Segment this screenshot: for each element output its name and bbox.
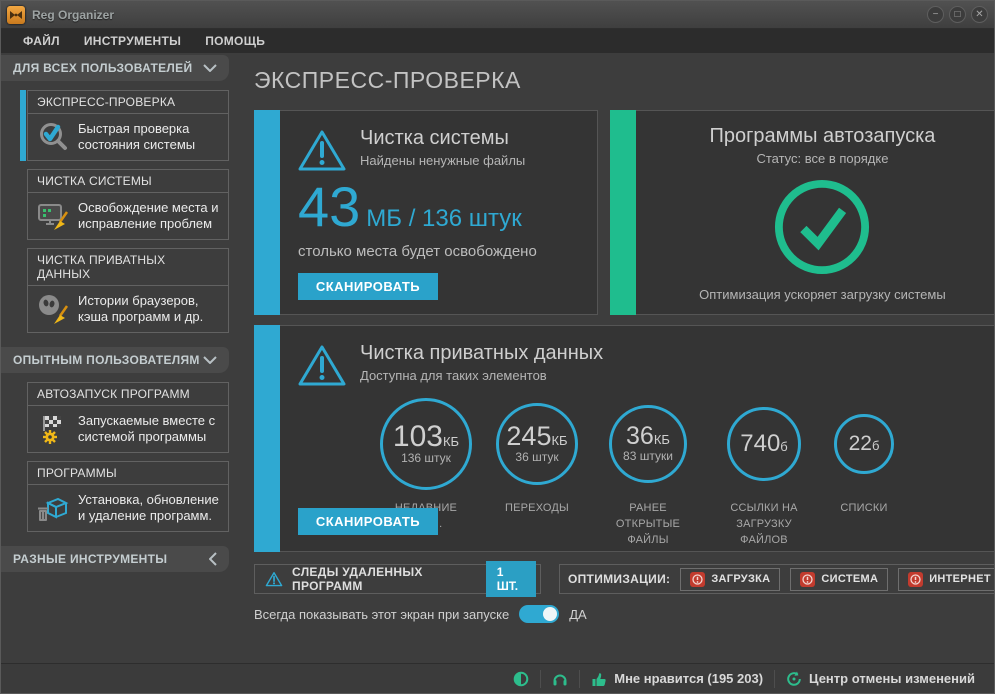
page-title: ЭКСПРЕСС-ПРОВЕРКА <box>254 67 521 93</box>
sidebar-item-title: ПРОГРАММЫ <box>28 462 228 485</box>
system-cleanup-title: Чистка системы <box>360 127 509 149</box>
sidebar-item-desc: Запускаемые вместе с системой программы <box>78 412 216 444</box>
close-button[interactable]: ✕ <box>971 6 988 23</box>
section-misc-tools-label: РАЗНЫЕ ИНСТРУМЕНТЫ <box>13 552 168 566</box>
like-label: Мне нравится (195 203) <box>614 671 764 686</box>
cyan-stripe <box>254 110 280 315</box>
flag-gear-icon <box>43 416 61 444</box>
warning-triangle-icon <box>298 130 346 171</box>
traces-label: СЛЕДЫ УДАЛЕННЫХ ПРОГРАММ <box>292 565 423 593</box>
warning-triangle-icon <box>298 345 346 386</box>
circle-label: ПЕРЕХОДЫ <box>505 502 569 514</box>
always-show-label: Всегда показывать этот экран при запуске <box>254 606 510 622</box>
circle-jumps[interactable]: 245КБ 36 штук ПЕРЕХОДЫ <box>496 396 578 517</box>
startup-note: Оптимизация ускоряет загрузку системы <box>699 287 946 302</box>
magnifier-check-icon <box>40 123 67 150</box>
optimizations-bar: ОПТИМИЗАЦИИ: ЗАГРУЗКА <box>559 564 994 594</box>
circle-label: СПИСКИ <box>840 502 888 514</box>
menu-file[interactable]: ФАЙЛ <box>23 34 60 48</box>
private-data-title: Чистка приватных данных <box>360 342 604 364</box>
optimization-boot-button[interactable]: ЗАГРУЗКА <box>680 567 781 591</box>
sidebar-item-title: АВТОЗАПУСК ПРОГРАММ <box>28 383 228 406</box>
circle-download-links[interactable]: 740б ССЫЛКИ НА ЗАГРУЗКУ ФАЙЛОВ <box>718 396 810 549</box>
circle-opened-files[interactable]: 36КБ 83 штуки РАНЕЕ ОТКРЫТЫЕ ФАЙЛЫ <box>602 396 694 549</box>
cleanup-size-detail: МБ / 136 штук <box>366 205 522 232</box>
thumbs-up-icon <box>592 672 606 686</box>
sidebar-item-title: ЭКСПРЕСС-ПРОВЕРКА <box>28 91 228 114</box>
scan-system-button[interactable]: СКАНИРОВАТЬ <box>298 273 438 300</box>
chevron-down-icon <box>203 356 217 364</box>
headphones-icon <box>553 674 567 685</box>
sidebar-item-title: ЧИСТКА СИСТЕМЫ <box>28 170 228 193</box>
support-button[interactable] <box>540 669 579 688</box>
private-data-subtitle: Доступна для таких элементов <box>360 368 547 383</box>
menu-bar: ФАЙЛ ИНСТРУМЕНТЫ ПОМОЩЬ <box>1 29 994 53</box>
status-bar: Мне нравится (195 203) Центр отмены изме… <box>1 663 994 693</box>
monitor-broom-icon <box>38 204 69 230</box>
sidebar-item-private-data[interactable]: ЧИСТКА ПРИВАТНЫХ ДАННЫХ Истории браузеро… <box>27 248 229 333</box>
cleanup-note: столько места будет освобождено <box>298 243 537 260</box>
like-button[interactable]: Мне нравится (195 203) <box>579 669 774 688</box>
maximize-button[interactable]: □ <box>949 6 966 23</box>
red-warning-icon <box>800 571 816 587</box>
mask-broom-icon <box>39 295 69 324</box>
sidebar-item-desc: Установка, обновление и удаление програм… <box>78 491 219 523</box>
always-show-toggle[interactable] <box>519 605 560 623</box>
sidebar-item-title: ЧИСТКА ПРИВАТНЫХ ДАННЫХ <box>28 249 228 286</box>
section-all-users[interactable]: ДЛЯ ВСЕХ ПОЛЬЗОВАТЕЛЕЙ <box>1 55 229 81</box>
undo-center-button[interactable]: Центр отмены изменений <box>774 669 986 688</box>
sidebar-item-desc: Истории браузеров, кэша программ и др. <box>78 292 204 324</box>
circle-label: ССЫЛКИ НА ЗАГРУЗКУ ФАЙЛОВ <box>730 502 798 546</box>
sidebar-item-system-cleanup[interactable]: ЧИСТКА СИСТЕМЫ Освобождение мес <box>27 169 229 240</box>
sidebar-item-programs[interactable]: ПРОГРАММЫ Установка, обновление и удален… <box>27 461 229 532</box>
system-cleanup-card: Чистка системы Найдены ненужные файлы 43… <box>254 110 598 315</box>
theme-contrast-button[interactable] <box>502 670 540 688</box>
section-misc-tools[interactable]: РАЗНЫЕ ИНСТРУМЕНТЫ <box>1 546 229 572</box>
removed-programs-traces[interactable]: СЛЕДЫ УДАЛЕННЫХ ПРОГРАММ 1 ШТ. <box>254 561 541 597</box>
menu-help[interactable]: ПОМОЩЬ <box>205 34 266 48</box>
green-check-circle-icon <box>775 179 870 275</box>
sidebar-item-express-check[interactable]: ЭКСПРЕСС-ПРОВЕРКА Быстрая проверка состо… <box>20 90 229 161</box>
section-all-users-label: ДЛЯ ВСЕХ ПОЛЬЗОВАТЕЛЕЙ <box>13 61 193 75</box>
section-advanced-users[interactable]: ОПЫТНЫМ ПОЛЬЗОВАТЕЛЯМ <box>1 347 229 373</box>
optimization-system-button[interactable]: СИСТЕМА <box>790 567 889 591</box>
startup-status: Статус: все в порядке <box>756 151 889 166</box>
window-title: Reg Organizer <box>32 7 115 22</box>
section-advanced-users-label: ОПЫТНЫМ ПОЛЬЗОВАТЕЛЯМ <box>13 353 200 367</box>
sidebar: ДЛЯ ВСЕХ ПОЛЬЗОВАТЕЛЕЙ ЭКСПРЕСС-ПРОВЕРКА <box>1 53 236 663</box>
undo-center-label: Центр отмены изменений <box>809 671 975 686</box>
cyan-stripe <box>254 325 280 552</box>
optimizations-label: ОПТИМИЗАЦИИ: <box>568 572 671 586</box>
red-warning-icon <box>690 571 706 587</box>
app-logo-icon <box>7 5 25 24</box>
startup-title: Программы автозапуска <box>709 125 936 147</box>
always-show-state: ДА <box>569 606 587 622</box>
circle-label: РАНЕЕ ОТКРЫТЫЕ ФАЙЛЫ <box>615 502 681 546</box>
sidebar-item-autostart[interactable]: АВТОЗАПУСК ПРОГРАММ <box>27 382 229 453</box>
undo-center-icon <box>787 671 801 686</box>
cleanup-size-value: 43 <box>298 175 361 238</box>
private-data-card: Чистка приватных данных Доступна для так… <box>254 325 994 552</box>
sidebar-item-desc: Освобождение места и исправление проблем <box>78 199 219 231</box>
circle-lists[interactable]: 22б СПИСКИ <box>834 396 894 517</box>
red-warning-icon <box>908 571 924 587</box>
contrast-icon <box>513 671 529 686</box>
menu-tools[interactable]: ИНСТРУМЕНТЫ <box>83 34 182 48</box>
title-bar: Reg Organizer − □ ✕ <box>1 1 994 29</box>
startup-programs-card: Программы автозапуска Статус: все в поря… <box>610 110 994 315</box>
scan-private-data-button[interactable]: СКАНИРОВАТЬ <box>298 508 438 535</box>
traces-count-badge: 1 ШТ. <box>485 561 537 597</box>
chevron-down-icon <box>203 64 217 72</box>
optimization-internet-button[interactable]: ИНТЕРНЕТ <box>898 567 994 591</box>
main-content: ЭКСПРЕСС-ПРОВЕРКА Чистка си <box>236 53 994 663</box>
warning-triangle-icon <box>265 572 283 587</box>
chevron-left-icon <box>209 552 217 566</box>
box-trash-icon <box>38 497 69 521</box>
system-cleanup-subtitle: Найдены ненужные файлы <box>360 153 526 168</box>
minimize-button[interactable]: − <box>927 6 944 23</box>
sidebar-item-desc: Быстрая проверка состояния системы <box>78 120 196 152</box>
green-stripe <box>610 110 636 315</box>
